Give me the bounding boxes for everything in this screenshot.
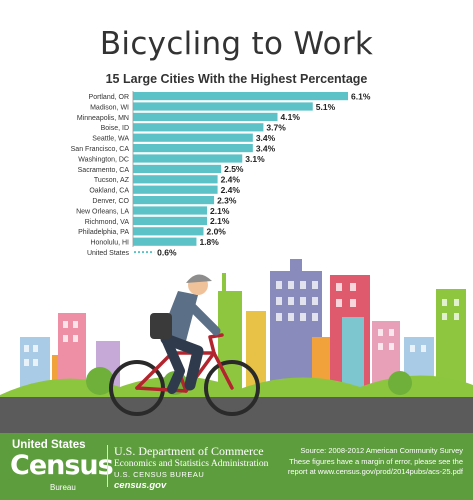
- cyclist: [150, 274, 221, 394]
- agency-esa: Economics and Statistics Administration: [114, 459, 269, 469]
- category-label: Philadelphia, PA: [78, 229, 129, 236]
- category-label: Richmond, VA: [85, 219, 130, 226]
- value-label: 2.4%: [221, 185, 241, 195]
- footer-divider: [107, 445, 108, 487]
- value-label: 3.4%: [256, 143, 276, 153]
- category-label: Washington, DC: [78, 156, 129, 163]
- category-label: Oakland, CA: [89, 188, 129, 195]
- bar: [133, 164, 222, 173]
- value-label: 2.1%: [210, 206, 230, 216]
- bar-chart: Portland, OR 6.1% Madison, WI 5.1% Minneapol…: [71, 91, 371, 257]
- agency-department: U.S. Department of Commerce: [114, 444, 264, 458]
- value-label: 2.0%: [206, 227, 226, 237]
- bar: [133, 112, 278, 121]
- category-label: Honolulu, HI: [90, 240, 129, 247]
- bar: [133, 154, 243, 163]
- category-label: Portland, OR: [89, 94, 129, 101]
- value-label: 5.1%: [316, 102, 336, 112]
- agency-block: U.S. Department of Commerce Economics an…: [114, 444, 268, 492]
- category-label: New Orleans, LA: [76, 208, 129, 215]
- bar: [133, 206, 208, 215]
- value-label: 3.4%: [256, 133, 276, 143]
- logo-bureau: Bureau: [50, 483, 76, 492]
- category-label: San Francisco, CA: [71, 146, 130, 153]
- category-label: Sacramento, CA: [78, 167, 130, 174]
- value-label: 0.6%: [157, 247, 177, 257]
- city-bicycle-illustration: [0, 259, 473, 435]
- value-label: 3.1%: [245, 154, 265, 164]
- logo-census: Census: [10, 450, 114, 481]
- chart-title: 15 Large Cities With the Highest Percent…: [105, 72, 368, 86]
- bar: [133, 227, 204, 236]
- logo-united-states: United States: [12, 439, 86, 451]
- bar: [133, 92, 348, 101]
- bar: [133, 123, 264, 132]
- bar: [133, 133, 253, 142]
- category-label: Tucson, AZ: [94, 177, 130, 184]
- census-link[interactable]: census.gov: [114, 480, 167, 491]
- value-label: 2.4%: [221, 175, 241, 185]
- value-label: 2.1%: [210, 216, 230, 226]
- value-label: 6.1%: [351, 91, 371, 101]
- value-label: 1.8%: [199, 237, 219, 247]
- footer-banner: United States Census Bureau U.S. Departm…: [0, 433, 473, 500]
- bar: [133, 196, 215, 205]
- category-label: Seattle, WA: [92, 136, 129, 143]
- margin-note-line-1: These figures have a margin of error, pl…: [289, 456, 463, 466]
- value-label: 2.3%: [217, 195, 237, 205]
- source-note: Source: 2008-2012 American Community Sur…: [243, 446, 463, 478]
- bar: [133, 102, 313, 111]
- category-label: Minneapolis, MN: [77, 115, 129, 122]
- value-label: 4.1%: [281, 112, 301, 122]
- category-label: Boise, ID: [101, 125, 129, 132]
- bar: [133, 216, 208, 225]
- bar: [133, 144, 253, 153]
- bicycle: [109, 333, 260, 416]
- margin-note-line-2[interactable]: report at www.census.gov/prod/2014pubs/a…: [287, 467, 463, 476]
- census-bureau-logo: United States Census Bureau: [10, 439, 114, 495]
- road: [0, 397, 473, 435]
- bar: [133, 237, 197, 246]
- category-label: United States: [87, 250, 130, 257]
- bar: [133, 175, 218, 184]
- source-line: Source: 2008-2012 American Community Sur…: [300, 446, 463, 455]
- agency-bureau: U.S. CENSUS BUREAU: [114, 470, 205, 479]
- bar: [133, 185, 218, 194]
- value-label: 3.7%: [266, 123, 286, 133]
- page-title: Bicycling to Work: [99, 26, 374, 62]
- value-label: 2.5%: [224, 164, 244, 174]
- category-label: Denver, CO: [92, 198, 129, 205]
- category-label: Madison, WI: [90, 104, 129, 111]
